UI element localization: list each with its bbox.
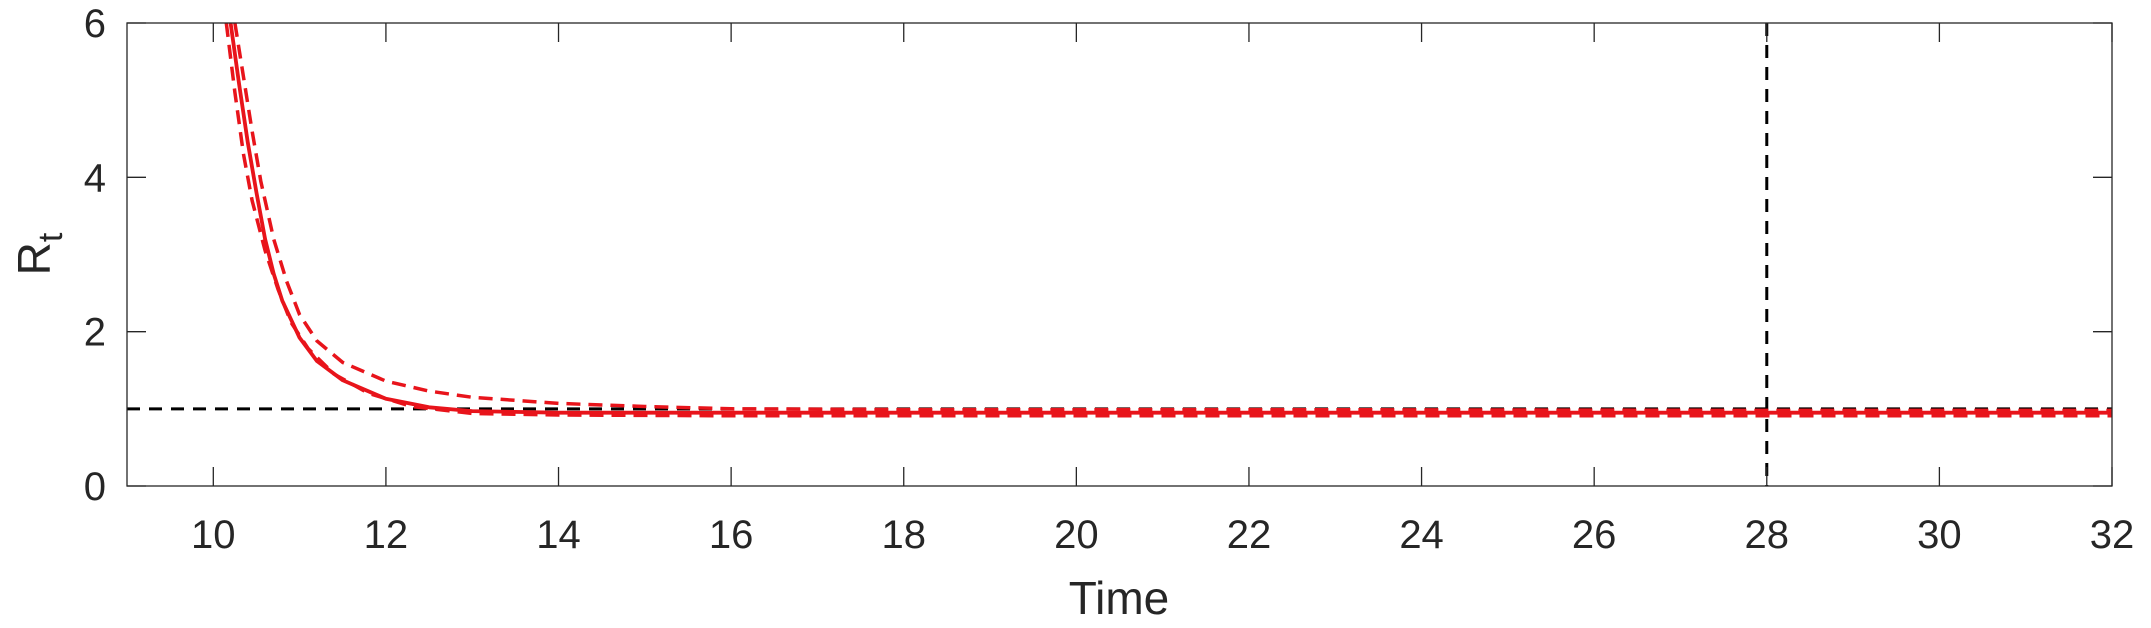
y-tick-label: 4 xyxy=(84,156,106,200)
x-tick-label: 12 xyxy=(364,513,409,557)
x-tick-label: 10 xyxy=(191,513,236,557)
x-axis: 10 12 14 16 18 20 22 24 26 28 30 32 xyxy=(191,23,2134,557)
x-tick-label: 20 xyxy=(1054,513,1099,557)
x-tick-label: 24 xyxy=(1399,513,1444,557)
x-tick-label: 28 xyxy=(1745,513,1790,557)
x-tick-label: 14 xyxy=(536,513,581,557)
y-tick-label: 6 xyxy=(84,2,106,46)
y-tick-label: 2 xyxy=(84,311,106,355)
series-line-upper-bound xyxy=(233,22,2112,413)
y-axis-label-base: R xyxy=(8,242,60,275)
x-axis-label: Time xyxy=(1069,572,1170,624)
series-layer xyxy=(224,22,2112,418)
x-tick-label: 26 xyxy=(1572,513,1617,557)
x-tick-label: 22 xyxy=(1227,513,1272,557)
y-axis-label-subscript: t xyxy=(32,232,70,242)
x-tick-label: 30 xyxy=(1917,513,1962,557)
plot-area-frame xyxy=(126,22,2113,487)
y-tick-label: 0 xyxy=(84,465,106,509)
x-tick-label: 16 xyxy=(709,513,754,557)
x-tick-label: 18 xyxy=(881,513,926,557)
y-axis-label: Rt xyxy=(8,232,70,275)
x-tick-label: 32 xyxy=(2090,513,2135,557)
y-axis: 0 2 4 6 xyxy=(84,2,2112,509)
